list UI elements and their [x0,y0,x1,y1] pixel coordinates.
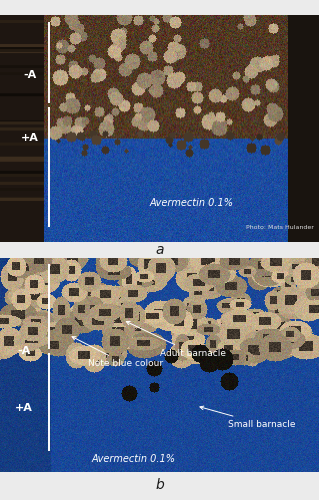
Text: Avermectin 0.1%: Avermectin 0.1% [149,198,234,207]
Text: +A: +A [21,133,39,143]
Text: Adult barnacle: Adult barnacle [126,322,226,358]
Text: +A: +A [15,403,33,413]
Text: b: b [155,478,164,492]
Text: Avermectin 0.1%: Avermectin 0.1% [92,454,176,464]
Text: Photo: Mats Hulander: Photo: Mats Hulander [246,225,314,230]
Text: Small barnacle: Small barnacle [200,406,296,428]
Text: a: a [155,243,164,257]
Text: -A: -A [17,346,31,356]
Text: Note blue colour: Note blue colour [72,336,163,368]
Text: -A: -A [24,70,37,81]
